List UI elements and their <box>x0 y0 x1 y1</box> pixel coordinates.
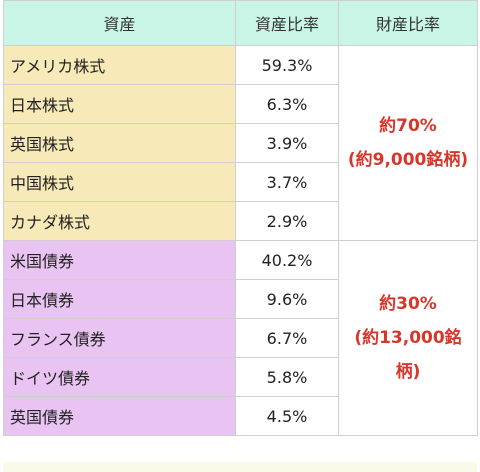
asset-cell: 英国債券 <box>3 396 236 436</box>
asset-cell: アメリカ株式 <box>3 45 236 85</box>
ratio-cell: 59.3% <box>235 45 339 85</box>
bond-summary-count-wrap: 柄) <box>395 362 421 382</box>
header-asset-ratio: 資産比率 <box>235 0 339 46</box>
stock-summary-count: (約9,000銘柄) <box>347 150 469 170</box>
asset-cell: 英国株式 <box>3 123 236 163</box>
table-row: カナダ株式 2.9% <box>3 201 478 241</box>
asset-cell: 中国株式 <box>3 162 236 202</box>
table-row: アメリカ株式 59.3% 約70% (約9,000銘柄) <box>3 45 478 241</box>
stock-summary-cell: 約70% (約9,000銘柄) <box>338 45 478 241</box>
header-property-ratio: 財産比率 <box>338 0 478 46</box>
ratio-cell: 5.8% <box>235 357 339 397</box>
table-row: 中国株式 3.7% <box>3 162 478 202</box>
next-section-strip <box>3 462 477 472</box>
bond-summary-percent: 約30% <box>379 294 437 314</box>
ratio-cell: 4.5% <box>235 396 339 436</box>
asset-cell: 日本債券 <box>3 279 236 319</box>
bond-summary-count: (約13,000銘 <box>354 328 462 348</box>
table-row: 日本債券 9.6% <box>3 279 478 319</box>
ratio-cell: 9.6% <box>235 279 339 319</box>
bond-summary-cell: 約30% (約13,000銘 柄) <box>338 240 478 436</box>
asset-cell: カナダ株式 <box>3 201 236 241</box>
header-row: 資産 資産比率 財産比率 <box>3 0 478 46</box>
ratio-cell: 40.2% <box>235 240 339 280</box>
ratio-cell: 6.7% <box>235 318 339 358</box>
asset-cell: 日本株式 <box>3 84 236 124</box>
stock-summary-percent: 約70% <box>379 116 437 136</box>
table-row: 日本株式 6.3% <box>3 84 478 124</box>
table-row: フランス債券 6.7% <box>3 318 478 358</box>
ratio-cell: 3.9% <box>235 123 339 163</box>
table-row: ドイツ債券 5.8% <box>3 357 478 397</box>
asset-cell: 米国債券 <box>3 240 236 280</box>
asset-allocation-table-wrapper: 資産 資産比率 財産比率 アメリカ株式 59.3% 約70% (約9,000銘柄… <box>3 0 478 436</box>
asset-allocation-table: 資産 資産比率 財産比率 アメリカ株式 59.3% 約70% (約9,000銘柄… <box>3 0 478 436</box>
ratio-cell: 6.3% <box>235 84 339 124</box>
header-asset: 資産 <box>3 0 236 46</box>
ratio-cell: 2.9% <box>235 201 339 241</box>
table-row: 英国債券 4.5% <box>3 396 478 436</box>
ratio-cell: 3.7% <box>235 162 339 202</box>
asset-cell: フランス債券 <box>3 318 236 358</box>
asset-cell: ドイツ債券 <box>3 357 236 397</box>
table-row: 米国債券 40.2% 約30% (約13,000銘 柄) <box>3 240 478 436</box>
